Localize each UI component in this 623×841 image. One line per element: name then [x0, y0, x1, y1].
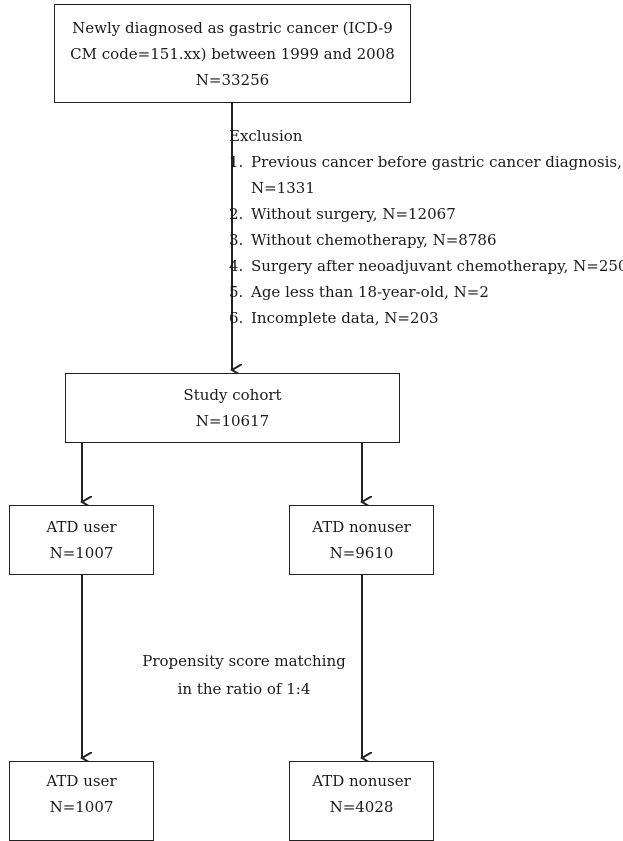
- exclusion-item: 6. Incomplete data, N=203: [229, 305, 623, 331]
- initial-population-line-2: CM code=151.xx) between 1999 and 2008: [70, 45, 395, 63]
- exclusion-item-text: Without surgery, N=12067: [251, 205, 456, 223]
- propensity-matching-line-1: Propensity score matching: [142, 652, 346, 670]
- exclusion-item-text: Age less than 18-year-old, N=2: [251, 283, 489, 301]
- exclusion-item-number: 3.: [229, 231, 244, 249]
- exclusion-item: 5. Age less than 18-year-old, N=2: [229, 279, 623, 305]
- exclusion-item: 4. Surgery after neoadjuvant chemotherap…: [229, 253, 623, 279]
- atd-user-label: ATD user: [46, 518, 117, 536]
- propensity-matching-line-2: in the ratio of 1:4: [177, 680, 311, 698]
- exclusion-title: Exclusion: [229, 127, 303, 145]
- matched-atd-nonuser-count: N=4028: [329, 798, 394, 816]
- atd-nonuser-label: ATD nonuser: [312, 518, 411, 536]
- exclusion-item: 2. Without surgery, N=12067: [229, 201, 623, 227]
- initial-population-box: Newly diagnosed as gastric cancer (ICD-9…: [54, 4, 411, 103]
- exclusion-item-text: Incomplete data, N=203: [251, 309, 439, 327]
- exclusion-item: 3. Without chemotherapy, N=8786: [229, 227, 623, 253]
- atd-nonuser-box: ATD nonuser N=9610: [289, 505, 434, 575]
- initial-population-count: N=33256: [195, 71, 270, 89]
- study-cohort-box: Study cohort N=10617: [65, 373, 400, 443]
- study-cohort-label: Study cohort: [183, 386, 282, 404]
- atd-nonuser-count: N=9610: [329, 544, 394, 562]
- initial-population-line-1: Newly diagnosed as gastric cancer (ICD-9: [72, 19, 393, 37]
- exclusion-item-text: Without chemotherapy, N=8786: [251, 231, 497, 249]
- study-cohort-count: N=10617: [195, 412, 270, 430]
- matched-atd-nonuser-box: ATD nonuser N=4028: [289, 761, 434, 841]
- exclusion-item-number: 6.: [229, 309, 244, 327]
- exclusion-criteria: Exclusion 1. Previous cancer before gast…: [229, 123, 623, 331]
- exclusion-item-continuation: N=1331: [251, 179, 315, 197]
- matched-atd-nonuser-label: ATD nonuser: [312, 772, 411, 790]
- exclusion-item-number: 5.: [229, 283, 244, 301]
- exclusion-item-number: 2.: [229, 205, 244, 223]
- atd-user-count: N=1007: [49, 544, 114, 562]
- propensity-matching-note: Propensity score matching in the ratio o…: [124, 647, 364, 703]
- exclusion-item-text: Surgery after neoadjuvant chemotherapy, …: [251, 257, 623, 275]
- matched-atd-user-box: ATD user N=1007: [9, 761, 154, 841]
- matched-atd-user-count: N=1007: [49, 798, 114, 816]
- matched-atd-user-label: ATD user: [46, 772, 117, 790]
- exclusion-item-number: 4.: [229, 257, 244, 275]
- exclusion-item-number: 1.: [229, 153, 244, 171]
- exclusion-item: 1. Previous cancer before gastric cancer…: [229, 149, 623, 175]
- atd-user-box: ATD user N=1007: [9, 505, 154, 575]
- exclusion-item-text: Previous cancer before gastric cancer di…: [251, 153, 622, 171]
